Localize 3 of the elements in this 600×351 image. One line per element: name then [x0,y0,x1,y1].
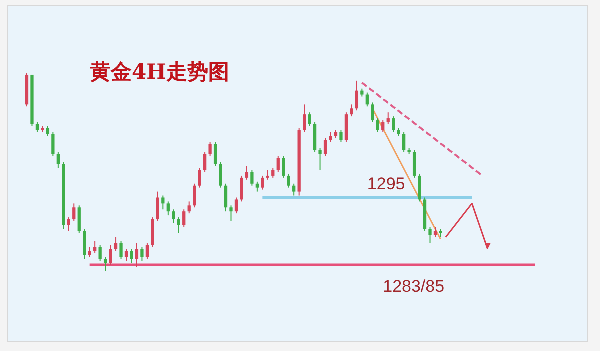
chart-title: 黄金4H走势图 [89,59,230,84]
text: 1283/85 [383,277,445,296]
annotation: 1295 [367,174,406,194]
